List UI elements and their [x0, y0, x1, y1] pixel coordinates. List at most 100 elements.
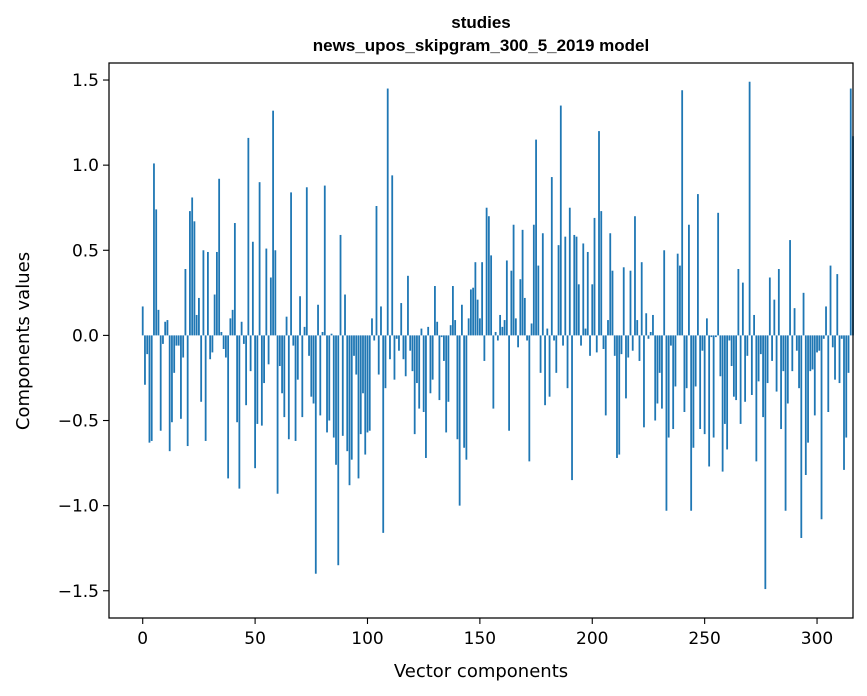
bar-162	[505, 260, 508, 336]
bar-229	[656, 335, 659, 404]
bar-118	[407, 275, 409, 336]
bar-275	[759, 335, 762, 355]
bar-139	[454, 320, 457, 336]
bar-174	[532, 224, 535, 336]
bar-17	[180, 335, 182, 419]
bar-113	[395, 335, 398, 339]
bar-187	[562, 335, 564, 346]
x-tick-label: 100	[351, 629, 383, 649]
bar-268	[744, 335, 747, 402]
bar-67	[292, 335, 295, 346]
bar-244	[690, 335, 693, 511]
bar-258	[721, 335, 724, 472]
bar-151	[481, 262, 484, 336]
bar-3	[148, 335, 151, 443]
bar-142	[461, 304, 463, 336]
bar-83	[328, 335, 331, 421]
bar-108	[384, 335, 387, 389]
bar-101	[368, 335, 371, 431]
bar-117	[404, 335, 407, 377]
bar-286	[784, 335, 787, 511]
bar-12	[168, 335, 171, 452]
bar-38	[227, 335, 230, 479]
bar-234	[667, 335, 670, 438]
bar-16	[177, 335, 180, 346]
bar-285	[782, 335, 785, 372]
bar-199	[589, 335, 591, 356]
bar-47	[247, 137, 250, 336]
bar-36	[222, 335, 225, 350]
bar-237	[674, 335, 677, 387]
bar-33	[215, 251, 218, 336]
bar-238	[676, 253, 679, 336]
bar-5	[153, 163, 155, 336]
bar-99	[364, 335, 367, 455]
bar-29	[207, 251, 209, 336]
chart-title-line-1: studies	[451, 13, 511, 32]
bar-154	[487, 216, 490, 336]
bar-68	[294, 335, 297, 441]
bar-201	[593, 217, 596, 336]
bar-276	[762, 335, 764, 418]
bar-88	[339, 234, 342, 336]
bar-180	[546, 328, 549, 336]
bar-290	[793, 308, 796, 336]
bar-136	[447, 335, 450, 402]
bar-65	[287, 335, 290, 440]
bar-281	[773, 299, 776, 336]
bar-24	[195, 314, 198, 336]
bar-23	[193, 221, 196, 336]
bar-105	[377, 335, 380, 375]
bar-236	[672, 335, 675, 430]
bar-299	[813, 335, 816, 416]
bar-9	[162, 335, 164, 344]
bar-263	[732, 335, 735, 397]
bar-37	[224, 335, 227, 358]
bar-245	[692, 335, 695, 448]
bar-98	[362, 335, 364, 394]
bar-219	[634, 216, 636, 336]
bar-231	[661, 335, 663, 409]
bar-78	[317, 304, 319, 336]
bar-52	[258, 182, 261, 336]
bar-40	[231, 309, 234, 336]
x-tick-label: 0	[137, 629, 148, 649]
bar-28	[204, 335, 207, 441]
bar-45	[242, 335, 245, 344]
bar-48	[249, 335, 252, 372]
bar-60	[276, 335, 279, 494]
bar-243	[688, 224, 690, 336]
bar-183	[553, 335, 555, 341]
bar-50	[254, 335, 256, 469]
bar-292	[798, 335, 800, 389]
bar-173	[530, 323, 533, 336]
bar-283	[777, 269, 780, 336]
bar-178	[541, 233, 544, 336]
x-axis-label: Vector components	[394, 661, 568, 682]
bar-224	[645, 313, 648, 336]
bar-265	[737, 269, 740, 336]
y-tick-label: −1.0	[58, 497, 99, 517]
x-tick-label: 200	[576, 629, 608, 649]
bar-116	[402, 335, 405, 360]
bar-122	[416, 335, 418, 384]
bar-96	[357, 335, 360, 479]
bar-119	[409, 335, 412, 351]
bar-54	[263, 335, 265, 384]
bar-112	[393, 335, 396, 380]
bar-212	[618, 335, 621, 455]
bar-239	[679, 265, 681, 336]
bar-202	[595, 335, 598, 353]
bar-104	[375, 206, 378, 336]
bar-266	[739, 335, 742, 424]
y-axis-label: Components values	[13, 252, 34, 430]
bar-27	[202, 250, 205, 336]
bar-300	[816, 335, 818, 353]
bar-273	[755, 335, 758, 462]
x-tick-label: 300	[801, 629, 833, 649]
bar-75	[310, 335, 313, 397]
bar-144	[465, 335, 468, 460]
bar-102	[371, 318, 373, 336]
bar-107	[382, 335, 385, 533]
